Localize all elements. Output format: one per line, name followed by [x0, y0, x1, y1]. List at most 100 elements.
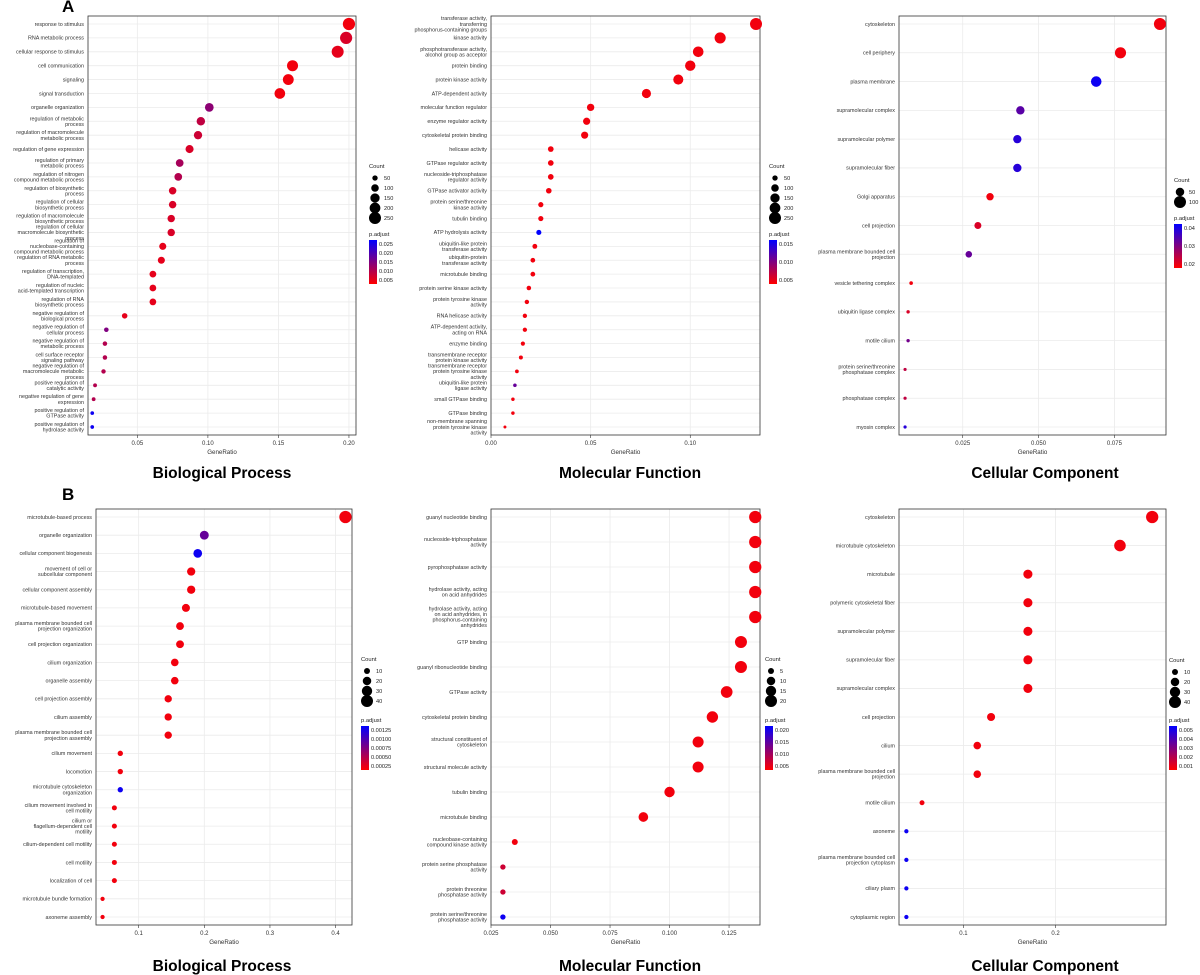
data-point: [176, 640, 184, 649]
category-label: positive regulation of hydrolase activity: [35, 422, 85, 434]
data-point: [111, 823, 117, 829]
category-label: plasma membrane bounded cell projection c…: [818, 855, 895, 867]
data-point: [102, 355, 108, 360]
data-point: [111, 859, 117, 865]
data-point: [176, 622, 184, 631]
category-label: positive regulation of GTPase activity: [35, 408, 85, 420]
plot-border: [490, 15, 761, 436]
plot-border: [898, 508, 1167, 926]
data-point: [515, 369, 519, 374]
count-legend-dot: [1169, 686, 1181, 698]
category-label: microtubule cytoskeleton: [836, 543, 895, 549]
count-legend-label: 40: [376, 699, 382, 705]
data-point: [538, 202, 544, 208]
data-point: [149, 270, 157, 278]
data-point: [170, 658, 179, 667]
count-legend-label: 200: [384, 206, 393, 212]
category-label: kinase activity: [453, 36, 487, 42]
category-label: regulation of metabolic process: [30, 116, 85, 128]
data-point: [530, 257, 536, 263]
data-point: [511, 411, 515, 415]
padjust-colorbar: [769, 240, 777, 284]
data-point: [673, 74, 684, 85]
padjust-legend-label: 0.00075: [371, 746, 391, 752]
data-point: [1013, 163, 1022, 173]
x-tick-label: 0.050: [1031, 441, 1047, 447]
padjust-legend-label: 0.005: [379, 278, 393, 284]
title-b-biological-process: Biological Process: [153, 958, 292, 975]
category-label: nucleobase-containing compound kinase act…: [427, 837, 488, 849]
category-label: Golgi apparatus: [857, 195, 895, 201]
category-label: GTPase binding: [448, 411, 487, 417]
count-legend-title: Count: [765, 657, 781, 663]
padjust-legend-label: 0.005: [1179, 728, 1193, 734]
data-point: [973, 770, 982, 778]
category-label: microtubule-based process: [27, 515, 92, 521]
count-legend-label: 100: [784, 186, 793, 192]
category-label: protein kinase activity: [435, 77, 487, 83]
category-label: supramolecular complex: [837, 108, 896, 114]
data-point: [331, 45, 344, 58]
category-label: plasma membrane bounded cell projection o…: [15, 621, 92, 633]
chart-a-cellular-component: 0.025 0.050 0.075 cytoskeleton cell peripher…: [818, 15, 1198, 456]
data-point: [90, 411, 95, 415]
category-label: ubiquitin-protein transferase activity: [442, 255, 487, 267]
count-legend-dot: [769, 202, 781, 214]
x-tick-label: 0.4: [331, 931, 340, 937]
category-label: structural constituent of cytoskeleton: [431, 737, 487, 749]
data-point: [175, 159, 184, 167]
padjust-legend-label: 0.020: [775, 728, 789, 734]
category-label: ATP-dependent activity, acting on RNA: [431, 325, 488, 337]
count-legend-label: 10: [376, 669, 382, 675]
data-point: [101, 369, 106, 374]
data-point: [117, 768, 123, 775]
category-label: regulation of biosynthetic process: [24, 186, 84, 198]
category-label: cytoskeletal protein binding: [422, 715, 487, 721]
padjust-legend-title: p.adjust: [1174, 216, 1195, 222]
count-legend-dot: [770, 193, 780, 203]
x-tick-label: 0.075: [1107, 441, 1123, 447]
chart-b-cellular-component: 0.1 0.2 cytoskeleton microtubule cytoskelet…: [818, 508, 1193, 946]
count-legend-label: 250: [784, 216, 793, 222]
title-a-biological-process: Biological Process: [153, 465, 292, 482]
category-label: guanyl ribonucleotide binding: [417, 665, 487, 671]
category-label: supramolecular polymer: [837, 629, 895, 635]
data-point: [547, 174, 554, 180]
data-point: [500, 864, 506, 870]
category-label: molecular function regulator: [420, 105, 487, 111]
count-legend-label: 10: [780, 679, 786, 685]
count-legend-label: 50: [1189, 190, 1195, 196]
data-point: [919, 800, 925, 806]
x-tick-label: 0.20: [343, 441, 355, 447]
data-point: [159, 242, 167, 250]
category-label: microtubule binding: [440, 815, 487, 821]
category-label: GTPase activity: [449, 690, 487, 696]
category-label: organelle assembly: [46, 678, 93, 684]
data-point: [749, 560, 762, 574]
data-point: [1016, 106, 1025, 115]
category-label: protein serine/threonine kinase activity: [430, 200, 487, 212]
count-legend-label: 20: [376, 679, 382, 685]
category-label: cytoskeleton: [865, 22, 895, 28]
padjust-legend-label: 0.015: [779, 242, 793, 248]
category-label: axoneme assembly: [46, 915, 93, 921]
category-label: signal transduction: [39, 91, 84, 97]
data-point: [168, 187, 177, 195]
data-point: [586, 103, 595, 112]
data-point: [1013, 134, 1022, 144]
x-tick-label: 0.05: [132, 441, 144, 447]
padjust-legend-title: p.adjust: [361, 718, 382, 724]
data-point: [149, 298, 157, 306]
padjust-legend-label: 0.003: [1179, 746, 1193, 752]
category-label: GTPase regulator activity: [426, 161, 487, 167]
padjust-legend-label: 0.04: [1184, 226, 1195, 232]
count-legend-title: Count: [769, 164, 785, 170]
data-point: [111, 805, 117, 811]
category-label: regulation of cellular biosynthetic proce…: [35, 200, 84, 212]
data-point: [511, 397, 515, 401]
data-point: [1023, 598, 1033, 608]
data-point: [638, 812, 649, 822]
padjust-legend-label: 0.020: [379, 251, 393, 257]
category-label: movement of cell or subcellular component: [38, 567, 92, 579]
category-label: negative regulation of biological process: [32, 311, 84, 323]
